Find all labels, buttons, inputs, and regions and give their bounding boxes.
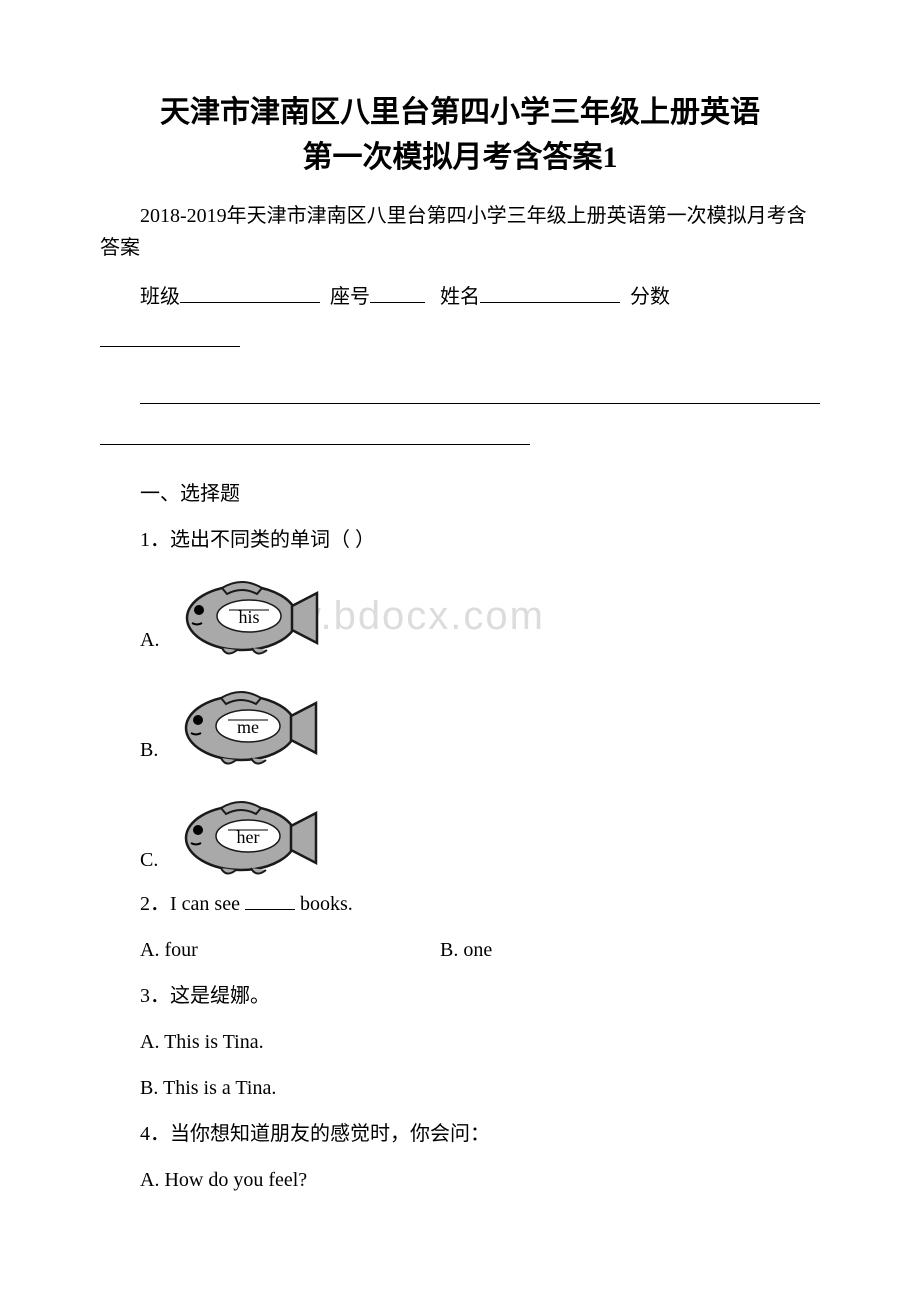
question-3-text: 3．这是缇娜。 xyxy=(100,978,820,1014)
title-line-2: 第一次模拟月考含答案1 xyxy=(303,141,618,174)
svg-text:his: his xyxy=(239,607,260,627)
option-label-c: C. xyxy=(140,842,158,878)
fish-icon-her: her xyxy=(166,788,326,878)
svg-text:me: me xyxy=(237,717,259,737)
q2-option-b: B. one xyxy=(440,932,820,968)
option-label-b: B. xyxy=(140,732,158,768)
form-fill-line: 班级 座号 姓名 分数 xyxy=(100,279,820,315)
q2-options: A. four B. one xyxy=(100,932,820,968)
fish-icon-me: me xyxy=(166,678,326,768)
fish-icon-his: his xyxy=(167,568,327,658)
q4-option-a: A. How do you feel? xyxy=(100,1162,820,1198)
q1-option-b: B. me xyxy=(100,678,820,768)
seat-label: 座号 xyxy=(330,286,370,308)
question-2-text: 2．I can see books. xyxy=(100,886,820,922)
question-1-text: 1．选出不同类的单词（ ） xyxy=(100,522,820,558)
document-subtitle: 2018-2019年天津市津南区八里台第四小学三年级上册英语第一次模拟月考含答案 xyxy=(100,200,820,264)
score-blank-line xyxy=(100,323,820,359)
question-4-text: 4．当你想知道朋友的感觉时，你会问： xyxy=(100,1116,820,1152)
section-1-header: 一、选择题 xyxy=(100,476,820,512)
q1-option-c: C. her xyxy=(100,788,820,878)
option-label-a: A. xyxy=(140,622,159,658)
name-label: 姓名 xyxy=(440,286,480,308)
score-label: 分数 xyxy=(630,286,670,308)
q3-option-b: B. This is a Tina. xyxy=(100,1070,820,1106)
horizontal-rule-1 xyxy=(100,384,820,420)
seat-blank xyxy=(370,302,425,303)
document-title: 天津市津南区八里台第四小学三年级上册英语 第一次模拟月考含答案1 xyxy=(100,90,820,180)
q2-blank xyxy=(245,909,295,910)
q1-option-a: A. his xyxy=(100,568,820,658)
horizontal-rule-2 xyxy=(100,425,820,461)
class-label: 班级 xyxy=(140,286,180,308)
q3-option-a: A. This is Tina. xyxy=(100,1024,820,1060)
name-blank xyxy=(480,302,620,303)
q2-option-a: A. four xyxy=(140,932,440,968)
svg-text:her: her xyxy=(237,827,260,847)
class-blank xyxy=(180,302,320,303)
title-line-1: 天津市津南区八里台第四小学三年级上册英语 xyxy=(160,96,760,129)
